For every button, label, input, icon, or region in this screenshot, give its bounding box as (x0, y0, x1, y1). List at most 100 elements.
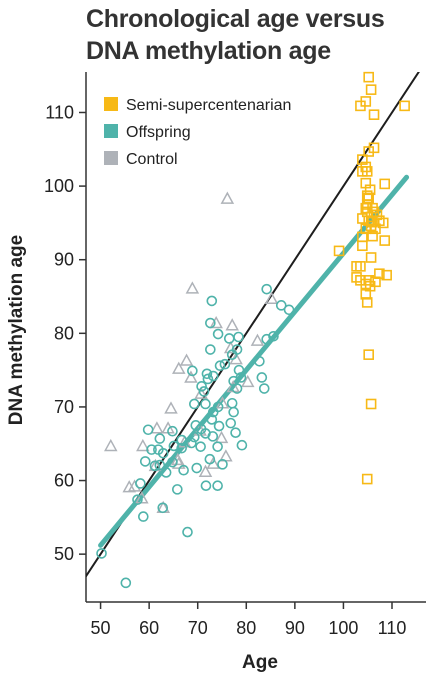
legend-swatch-semi-supercentenarian (104, 97, 118, 111)
offspring-point (191, 462, 203, 474)
y-tick-label: 80 (54, 323, 74, 343)
control-point (135, 491, 149, 504)
x-tick-label: 100 (328, 618, 358, 638)
offspring-point (261, 283, 272, 295)
offspring-point (186, 437, 197, 449)
semi-supercentenarian-point (379, 235, 391, 246)
offspring-point (132, 494, 143, 505)
offspring-point (167, 425, 178, 437)
control-point (240, 374, 255, 388)
offspring-point (205, 317, 216, 329)
offspring-point (228, 406, 239, 418)
offspring-point (149, 460, 161, 472)
offspring-point (207, 431, 219, 442)
y-tick-label: 60 (54, 471, 74, 491)
legend-label-control: Control (126, 151, 178, 168)
offspring-point (212, 441, 223, 452)
offspring-point (172, 484, 183, 495)
semi-supercentenarian-point (363, 146, 374, 157)
control-point (172, 456, 186, 469)
control-point (184, 370, 198, 383)
semi-supercentenarian-point (357, 154, 368, 165)
offspring-point (258, 383, 270, 394)
control-point (250, 333, 265, 346)
offspring-point (96, 548, 107, 559)
semi-supercentenarian-point (367, 230, 378, 242)
offspring-point (189, 431, 200, 443)
control-point (136, 438, 150, 452)
control-point (171, 452, 185, 466)
offspring-point (176, 442, 187, 454)
control-point (150, 421, 164, 434)
offspring-point (231, 383, 243, 394)
offspring-point (182, 526, 193, 538)
control-point (225, 318, 239, 331)
offspring-point (223, 333, 235, 344)
control-point (264, 291, 279, 304)
offspring-point (217, 459, 228, 470)
control-point (179, 353, 194, 366)
x-tick-label: 80 (236, 618, 256, 638)
offspring-point (233, 331, 244, 343)
semi-supercentenarian-point (360, 289, 372, 300)
semi-supercentenarian-point (399, 100, 410, 112)
y-tick-label: 50 (54, 544, 74, 564)
semi-supercentenarian-point (357, 213, 368, 224)
semi-supercentenarian-point (361, 199, 373, 210)
x-tick-label: 70 (188, 618, 208, 638)
semi-supercentenarian-point (363, 275, 374, 286)
offspring-point (200, 480, 212, 491)
offspring-point (213, 420, 225, 432)
offspring-point (212, 328, 224, 340)
semi-supercentenarian-point (355, 100, 366, 112)
semi-supercentenarian-point (357, 240, 368, 252)
axis-ticks: 50 60 70 80 90 100 110 50 60 70 80 90 100 110 (44, 102, 406, 638)
offspring-point (230, 427, 241, 438)
offspring-point (135, 478, 146, 489)
semi-supercentenarian-point (361, 297, 373, 308)
offspring-point (138, 511, 149, 522)
offspring-point (212, 480, 223, 491)
semi-supercentenarian-point (365, 398, 377, 410)
x-tick-label: 90 (285, 618, 305, 638)
offspring-point (256, 372, 268, 383)
semi-supercentenarian-point (363, 192, 374, 204)
control-point (194, 386, 208, 399)
x-tick-label: 110 (378, 618, 407, 638)
y-axis-title: DNA methylation age (6, 235, 27, 425)
offspring-point (154, 459, 166, 471)
offspring-point (120, 577, 132, 589)
control-point (214, 430, 229, 444)
x-tick-label: 50 (91, 618, 111, 638)
semi-supercentenarian-point (355, 261, 366, 272)
offspring-point (160, 467, 172, 478)
legend: Semi-supercentenarian Offspring Control (104, 97, 291, 168)
semi-supercentenarian-point (361, 473, 373, 485)
offspring-point (196, 381, 207, 392)
x-axis-title: Age (242, 652, 278, 673)
offspring-point (195, 441, 206, 452)
offspring-point (204, 453, 216, 465)
control-point (122, 480, 136, 493)
control-point (164, 401, 178, 414)
offspring-point (189, 398, 200, 410)
chart-title: Chronological age versus DNA methylation… (86, 3, 436, 67)
semi-supercentenarian-point (370, 223, 381, 235)
offspring-point (233, 364, 245, 376)
offspring-point (200, 398, 211, 410)
offspring-point (198, 386, 210, 397)
chart-title-line-1: Chronological age versus (86, 5, 385, 33)
semi-supercentenarian-point (379, 178, 391, 190)
control-point (185, 281, 200, 294)
offspring-point (261, 333, 272, 345)
y-tick-label: 70 (54, 397, 74, 417)
offspring-point (202, 373, 214, 385)
legend-label-offspring: Offspring (126, 124, 191, 141)
semi-supercentenarian-point (381, 269, 392, 281)
offspring-point (187, 365, 198, 377)
offspring-point (214, 360, 226, 372)
offspring-point (236, 439, 248, 451)
semi-supercentenarian-point (361, 166, 373, 177)
